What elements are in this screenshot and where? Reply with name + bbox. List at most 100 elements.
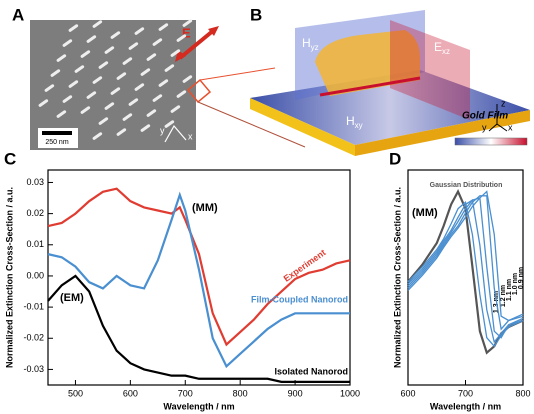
axes-glyph bbox=[164, 124, 187, 143]
plane-symbol: E bbox=[434, 40, 442, 54]
series-label: 1.0 nm bbox=[512, 273, 519, 295]
x-axis-label: Wavelength / nm bbox=[163, 401, 234, 411]
panel-letter: D bbox=[389, 149, 401, 168]
nanorod-image bbox=[140, 124, 151, 132]
plane-label: Exz bbox=[434, 40, 450, 56]
y-tick-label: 0.02 bbox=[26, 208, 44, 218]
nanorod-image bbox=[146, 53, 157, 61]
film-label: Gold Film bbox=[462, 111, 508, 122]
gap-hotspot bbox=[319, 76, 421, 97]
nanorod-image bbox=[158, 23, 169, 31]
y-tick-label: -0.01 bbox=[23, 301, 44, 311]
nanorod-image bbox=[98, 117, 109, 125]
nanorod-image bbox=[152, 38, 163, 46]
nanorod-image bbox=[56, 54, 67, 62]
nanorod-image bbox=[176, 34, 187, 42]
nanorod-image bbox=[50, 69, 61, 77]
nanorod-image bbox=[152, 94, 163, 102]
nanorod-image bbox=[134, 83, 145, 91]
film-front bbox=[355, 110, 530, 156]
nanorod-image bbox=[182, 19, 193, 27]
annotation: (MM) bbox=[412, 207, 438, 219]
nanorod-image bbox=[98, 61, 109, 69]
nanorod-image bbox=[92, 76, 103, 84]
x-tick-label: 700 bbox=[458, 388, 473, 398]
field-arrow bbox=[178, 28, 216, 60]
nanorod-image bbox=[146, 109, 157, 117]
nanorod-image bbox=[62, 39, 73, 47]
axis-y bbox=[488, 123, 498, 132]
panel-a: A E 250 nm y x bbox=[12, 5, 306, 150]
panel-letter: B bbox=[250, 5, 262, 24]
nanorod-image bbox=[170, 49, 181, 57]
zoom-line bbox=[199, 67, 276, 81]
axis-x bbox=[496, 123, 508, 132]
x-tick-label: 800 bbox=[233, 388, 248, 398]
nanorod-image bbox=[44, 84, 55, 92]
y-tick-label: 0.00 bbox=[26, 270, 44, 280]
nanorod-image bbox=[116, 72, 127, 80]
nanorod-image bbox=[128, 98, 139, 106]
nanorod-image bbox=[134, 27, 145, 35]
plane-xz bbox=[390, 20, 470, 120]
plot-frame bbox=[47, 169, 351, 386]
arrow-head bbox=[208, 26, 219, 36]
panel-letter: C bbox=[4, 149, 16, 168]
plane-label: Hyz bbox=[302, 36, 319, 52]
nanorod-image bbox=[86, 35, 97, 43]
y-axis-label: Normalized Extinction Cross-Section / a.… bbox=[4, 187, 14, 368]
series-label: 1.1 nm bbox=[506, 279, 513, 301]
plane-subscript: yz bbox=[311, 43, 319, 52]
nanorod-image bbox=[158, 79, 169, 87]
x-tick-label: 1000 bbox=[340, 388, 360, 398]
axis-label: y bbox=[482, 122, 487, 132]
scale-bar bbox=[42, 131, 72, 135]
series-label: Gaussian Distribution bbox=[430, 182, 503, 189]
color-bar bbox=[454, 137, 528, 146]
series-line bbox=[407, 199, 524, 344]
film-top bbox=[250, 70, 530, 145]
series-label: 1.2 nm bbox=[500, 285, 507, 307]
nanorod-image bbox=[104, 46, 115, 54]
nanorod-image bbox=[62, 95, 73, 103]
nanorod-image bbox=[176, 90, 187, 98]
scale-label: 250 nm bbox=[45, 139, 69, 146]
nanorod-image bbox=[68, 24, 79, 32]
y-tick-label: 0.01 bbox=[26, 239, 44, 249]
nanorod-image bbox=[128, 42, 139, 50]
nanorod-image bbox=[56, 110, 67, 118]
nanorod-image bbox=[74, 65, 85, 73]
nanorod-image bbox=[182, 75, 193, 83]
x-tick-label: 600 bbox=[400, 388, 415, 398]
plane-subscript: xz bbox=[442, 47, 450, 56]
y-axis-label: Normalized Extinction Cross-Section / a.… bbox=[392, 187, 402, 368]
axis-label: z bbox=[501, 98, 506, 108]
nanorod-image bbox=[140, 68, 151, 76]
nanorod-image bbox=[122, 113, 133, 121]
nanorod bbox=[315, 30, 420, 96]
zoom-line bbox=[197, 101, 306, 148]
axis-label: x bbox=[508, 122, 513, 132]
nanorod-image bbox=[116, 128, 127, 136]
nanorod-image bbox=[68, 80, 79, 88]
nanorod-image bbox=[110, 31, 121, 39]
film-side bbox=[250, 98, 355, 156]
nanorod-image bbox=[164, 64, 175, 72]
nanorod-image bbox=[80, 50, 91, 58]
series-line bbox=[47, 191, 350, 369]
x-tick-label: 600 bbox=[123, 388, 138, 398]
panel-b: B Hyz Exz Hxy Gold Film z y x bbox=[250, 5, 530, 156]
nanorod-image bbox=[86, 91, 97, 99]
series-label: Experiment bbox=[282, 247, 328, 283]
axis-label: x bbox=[188, 131, 193, 141]
annotation: (MM) bbox=[192, 202, 218, 214]
y-tick-label: -0.02 bbox=[23, 333, 44, 343]
nanorod-image bbox=[38, 99, 49, 107]
plane-label: Hxy bbox=[346, 114, 363, 130]
y-tick-label: -0.03 bbox=[23, 364, 44, 374]
plane-symbol: H bbox=[302, 36, 311, 50]
x-axis-label: Wavelength / nm bbox=[430, 401, 501, 411]
annotation: (EM) bbox=[60, 292, 84, 304]
series-label: Isolated Nanorod bbox=[274, 366, 348, 376]
